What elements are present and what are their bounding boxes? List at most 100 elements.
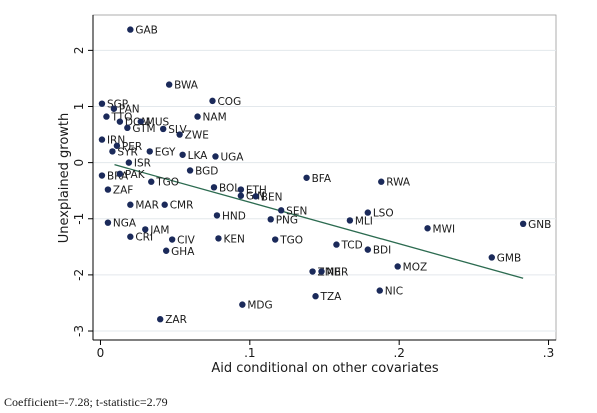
point-label: JAM [149, 224, 169, 236]
point-label: ZWE [185, 130, 209, 142]
point [146, 148, 153, 155]
point [519, 220, 527, 228]
y-tick-label: -1 [72, 213, 86, 225]
point [213, 212, 221, 219]
point-label: TTO [110, 112, 132, 124]
point [148, 178, 155, 185]
x-tick-label: 0 [97, 346, 105, 360]
point [142, 226, 149, 233]
point [303, 174, 310, 181]
point [113, 142, 121, 149]
point [212, 153, 219, 160]
x-tick-label: .2 [393, 346, 404, 360]
point-label: UGA [220, 151, 244, 163]
point-label: GTM [132, 123, 155, 135]
point-label: BEN [261, 191, 283, 203]
point-label: NAM [203, 112, 227, 124]
point [103, 113, 110, 120]
point-label: MWI [433, 223, 456, 235]
point-label: PAN [119, 104, 140, 116]
point-label: SLV [168, 124, 187, 136]
y-tick-label: -3 [72, 325, 86, 337]
point [252, 193, 259, 200]
point-label: ISR [134, 158, 151, 170]
point-label: TZA [320, 291, 343, 303]
point-label: PER [122, 141, 142, 153]
y-tick-label: 2 [72, 47, 86, 55]
point [127, 233, 134, 240]
point-label: MOZ [403, 261, 428, 273]
point-label: TGO [279, 235, 303, 247]
point [168, 236, 176, 243]
point-label: TCD [340, 240, 362, 252]
point [277, 207, 285, 214]
point-label: PAK [125, 169, 146, 181]
point-label: CMR [170, 200, 194, 212]
point [364, 246, 372, 253]
y-tick-label: 0 [72, 159, 86, 167]
point [176, 131, 183, 138]
point-label: BDI [373, 245, 391, 257]
x-axis-label: Aid conditional on other covariates [211, 361, 439, 376]
point-label: NIC [385, 286, 403, 298]
point-label: BGD [195, 165, 218, 177]
point [127, 26, 134, 33]
point-label: ETH [246, 185, 267, 197]
point-label: NER [327, 267, 349, 279]
point [162, 247, 170, 254]
point [116, 170, 124, 178]
point-label: BFA [312, 173, 332, 185]
point-label: GAB [135, 25, 158, 37]
point [237, 192, 245, 199]
x-tick-label: .1 [244, 346, 255, 360]
point [161, 201, 168, 208]
point-label: CRI [135, 232, 153, 244]
point-label: BRA [107, 171, 129, 183]
point [137, 118, 144, 125]
point [159, 125, 167, 133]
point-label: IRN [107, 135, 125, 147]
point [215, 235, 222, 242]
point-label: LKA [188, 150, 209, 162]
point-label: BWA [174, 80, 199, 92]
y-axis-label: Unexplained growth [57, 113, 72, 244]
point [165, 81, 173, 88]
point-label: CIV [177, 235, 195, 247]
point-label: EGY [155, 146, 176, 158]
point-label: RWA [386, 177, 411, 189]
point [116, 118, 124, 125]
y-tick-label: -2 [72, 269, 86, 281]
point-label: LSO [373, 208, 394, 220]
point-label: GMB [497, 252, 521, 264]
point [364, 209, 372, 216]
footnote: Coefficient=-7.28; t-statistic=2.79 [4, 395, 168, 409]
point [186, 167, 194, 174]
point-label: DOM [125, 117, 150, 129]
point-label: PNG [276, 214, 298, 226]
point-label: SYR [117, 146, 137, 158]
point [110, 105, 118, 112]
point [378, 178, 385, 185]
point-label: ZAF [113, 185, 133, 197]
point [98, 136, 106, 143]
point [376, 287, 383, 294]
point [194, 113, 201, 120]
point [179, 151, 186, 158]
point [424, 225, 431, 232]
point [157, 316, 164, 323]
fit-line [114, 164, 524, 279]
point [124, 124, 131, 132]
point-label: GHA [171, 246, 195, 258]
point-label: MDG [247, 300, 272, 312]
point [109, 148, 116, 155]
point [346, 217, 354, 224]
point [312, 293, 319, 300]
point-label: KEN [223, 233, 244, 245]
point-label: MLI [355, 215, 373, 227]
point [104, 219, 112, 226]
plot-area [92, 14, 557, 341]
point-label: ZAR [165, 314, 187, 326]
point [98, 172, 106, 179]
point-label: BOL [219, 182, 240, 194]
